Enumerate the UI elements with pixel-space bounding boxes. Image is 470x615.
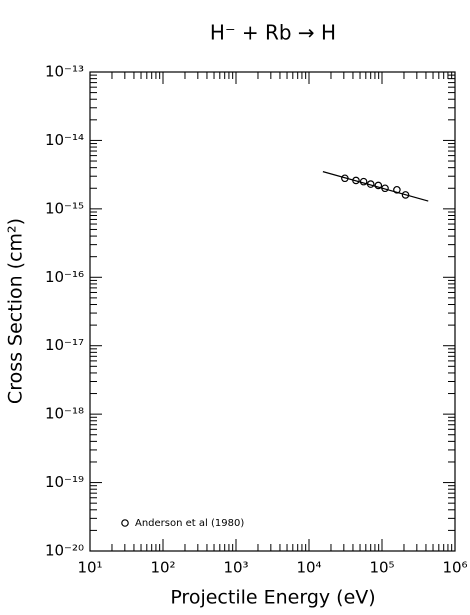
y-tick-label: 10⁻¹⁸ xyxy=(45,405,84,423)
y-tick-label: 10⁻¹⁵ xyxy=(45,199,84,217)
y-tick-label: 10⁻¹⁶ xyxy=(45,268,84,286)
y-tick-label: 10⁻¹⁹ xyxy=(45,473,84,491)
y-tick-label: 10⁻¹⁴ xyxy=(45,131,84,149)
x-tick-label: 10⁵ xyxy=(369,559,394,577)
y-tick-label: 10⁻¹³ xyxy=(45,63,84,81)
x-tick-label: 10⁶ xyxy=(442,559,467,577)
legend-marker xyxy=(121,519,129,527)
x-tick-label: 10¹ xyxy=(77,559,102,577)
y-tick-label: 10⁻²⁰ xyxy=(45,542,84,560)
x-tick-label: 10³ xyxy=(223,559,248,577)
data-point xyxy=(393,185,401,194)
x-axis-label: Projectile Energy (eV) xyxy=(170,587,375,609)
data-point xyxy=(401,191,410,199)
legend-label: Anderson et al (1980) xyxy=(135,518,244,529)
x-tick-label: 10⁴ xyxy=(296,559,321,577)
fit-line xyxy=(322,171,429,202)
chart-title: H⁻ + Rb → H xyxy=(210,21,336,45)
plot-frame xyxy=(89,71,456,552)
x-tick-label: 10² xyxy=(150,559,175,577)
y-tick-label: 10⁻¹⁷ xyxy=(45,336,84,354)
data-point xyxy=(374,181,383,190)
y-axis-label: Cross Section (cm²) xyxy=(5,218,27,404)
